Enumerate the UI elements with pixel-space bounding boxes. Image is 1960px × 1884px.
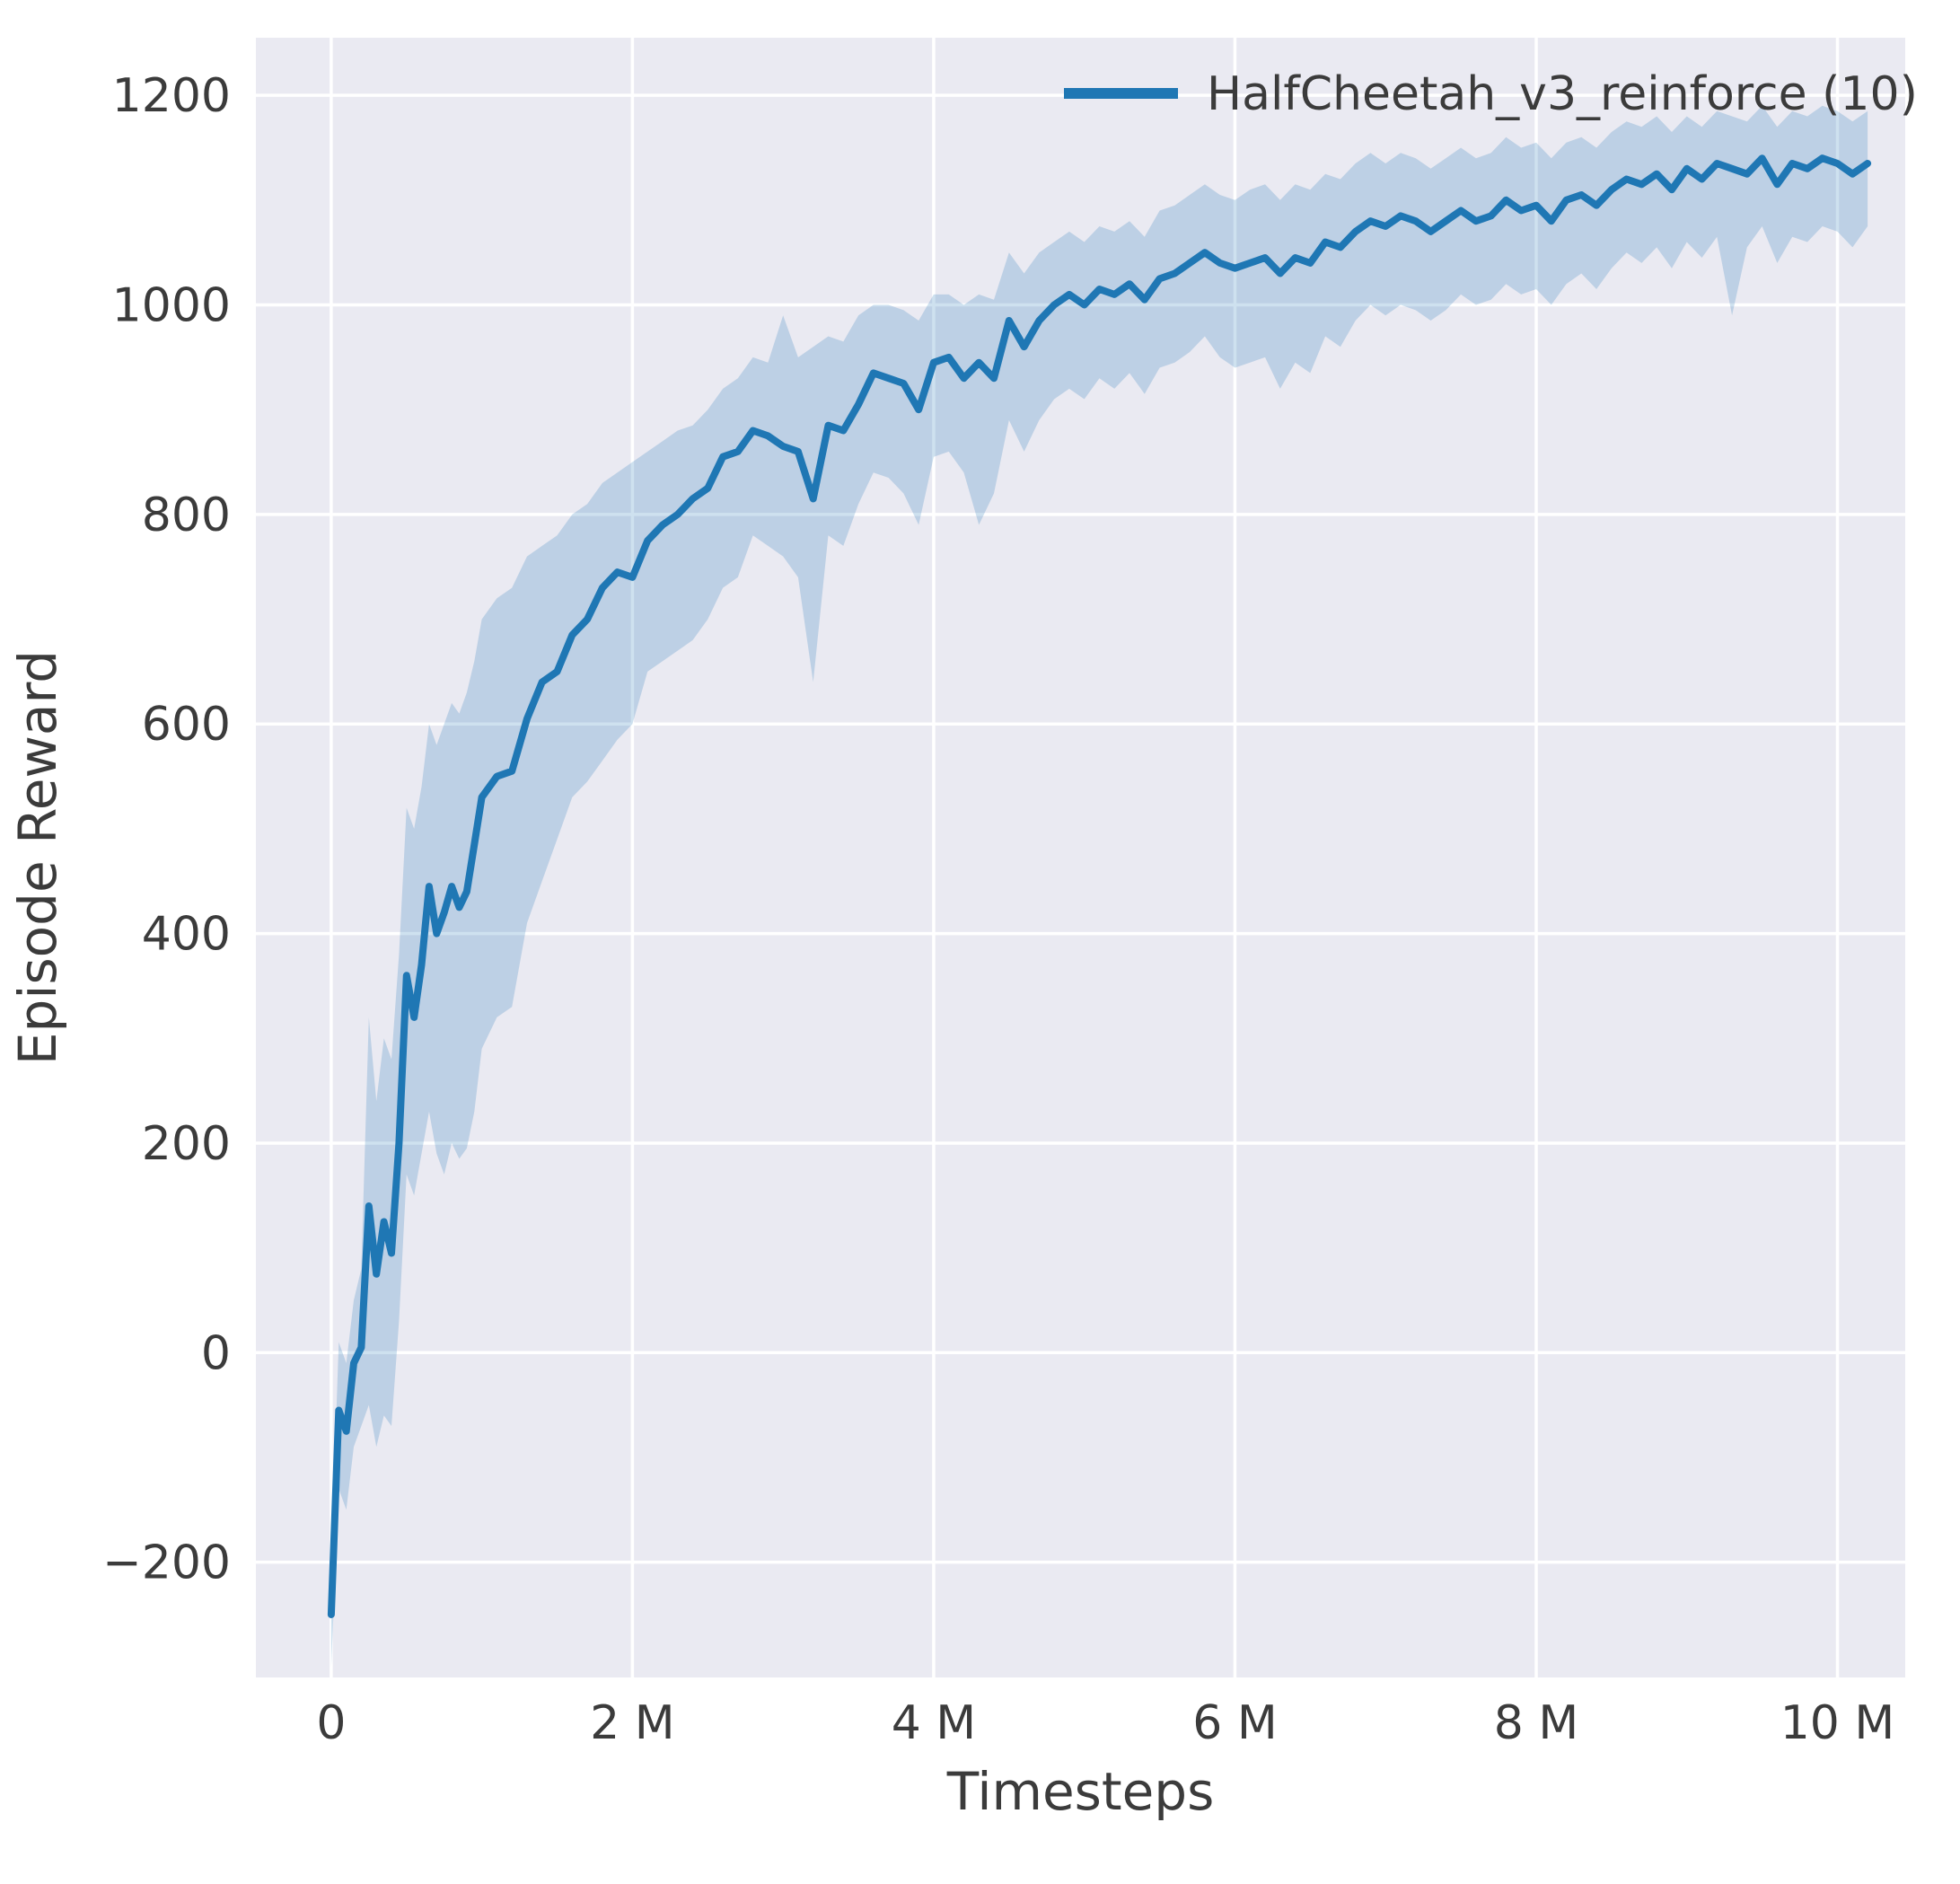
legend: HalfCheetah_v3_reinforce (10): [1064, 67, 1918, 121]
mean-line: [327, 154, 1872, 1618]
x-tick-label: 6 M: [1192, 1696, 1277, 1750]
confidence-band: [330, 105, 1868, 1668]
x-tick-label: 0: [316, 1696, 346, 1750]
y-tick-label: 200: [142, 1117, 231, 1171]
x-axis-label: Timesteps: [946, 1761, 1215, 1822]
x-tick-label: 2 M: [590, 1696, 674, 1750]
y-tick-label: 0: [201, 1326, 231, 1380]
legend-label: HalfCheetah_v3_reinforce (10): [1207, 67, 1918, 121]
x-tick-label: 4 M: [892, 1696, 976, 1750]
y-tick-labels: −200 0 200 400 600 800 1000 1200: [102, 69, 231, 1589]
x-tick-label: 8 M: [1494, 1696, 1578, 1750]
y-tick-label: 600: [142, 698, 231, 752]
y-tick-label: 1200: [112, 69, 231, 123]
y-tick-label: 800: [142, 489, 231, 542]
plot-background: [256, 38, 1905, 1677]
y-tick-label: 400: [142, 908, 231, 962]
x-tick-label: 10 M: [1780, 1696, 1895, 1750]
y-tick-label: 1000: [112, 279, 231, 333]
x-tick-labels: 0 2 M 4 M 6 M 8 M 10 M: [316, 1696, 1894, 1750]
y-tick-label: −200: [102, 1536, 231, 1590]
y-axis-label: Episode Reward: [7, 650, 68, 1065]
